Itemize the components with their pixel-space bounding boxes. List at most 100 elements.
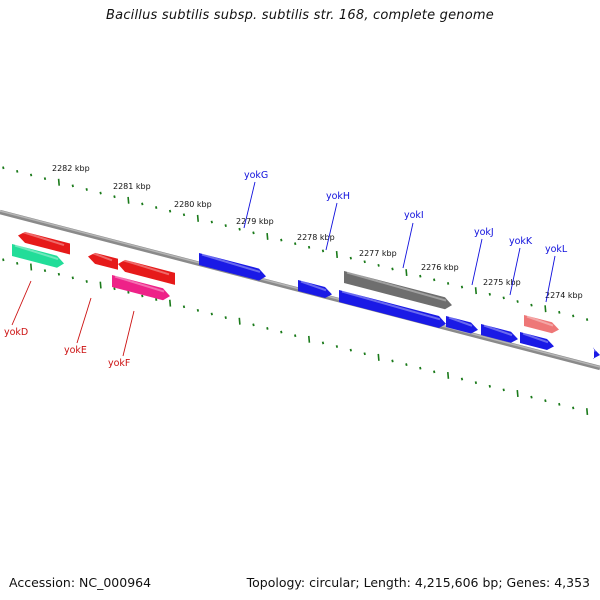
inner-minor-tick — [349, 348, 352, 352]
gene-label-yokG[interactable]: yokG — [244, 170, 268, 181]
gene-labels: yokD yokE yokF yokG yokH yokI yokJ yokK … — [4, 170, 568, 369]
inner-minor-tick — [474, 381, 478, 385]
gene-label-yokL[interactable]: yokL — [545, 244, 568, 255]
gene-green-1-body — [12, 244, 64, 268]
outer-major-tick — [544, 305, 547, 313]
gene-blue-6[interactable] — [520, 332, 554, 351]
accession-text: Accession: NC_000964 — [9, 575, 152, 590]
gene-blue-5[interactable] — [481, 324, 518, 343]
outer-minor-tick — [2, 166, 5, 170]
inner-minor-tick — [266, 327, 269, 330]
inner-minor-tick — [391, 359, 394, 363]
gene-red-2[interactable] — [88, 251, 118, 270]
outer-minor-tick — [433, 278, 436, 282]
kbp-tick-label: 2275 kbp — [483, 278, 521, 287]
outer-minor-tick — [16, 169, 19, 173]
gene-red-2-highlight — [90, 251, 113, 262]
kbp-tick-label: 2274 kbp — [545, 291, 583, 300]
outer-minor-tick — [29, 173, 33, 177]
gene-salmon-1-body — [524, 315, 559, 334]
outer-minor-tick — [99, 191, 102, 195]
outer-minor-tick — [238, 227, 241, 231]
inner-minor-tick — [405, 363, 408, 367]
gene-blue-4[interactable] — [446, 316, 478, 334]
outer-minor-tick — [363, 260, 366, 264]
kbp-tick-label: 2276 kbp — [421, 263, 459, 272]
gene-label-yokK[interactable]: yokK — [509, 236, 533, 247]
gene-gray-1-body — [344, 271, 452, 310]
inner-minor-tick — [127, 290, 130, 294]
gene-red-1-highlight — [20, 230, 65, 246]
inner-major-tick — [308, 335, 311, 343]
gene-label-yokE[interactable]: yokE — [64, 345, 87, 356]
label-leaders — [11, 181, 556, 357]
gene-green-1[interactable] — [12, 244, 64, 268]
gene-salmon-1[interactable] — [524, 315, 559, 334]
gene-red-3[interactable] — [118, 258, 175, 285]
gene-blue-7-body — [593, 347, 600, 359]
kbp-tick-label: 2280 kbp — [174, 200, 212, 209]
outer-major-tick — [266, 232, 269, 240]
outer-tick-track — [2, 166, 589, 321]
genome-summary-text: Topology: circular; Length: 4,215,606 bp… — [246, 575, 590, 590]
inner-minor-tick — [558, 402, 561, 406]
inner-minor-tick — [2, 258, 5, 262]
gene-blue-2-body — [298, 280, 332, 299]
gene-label-yokD[interactable]: yokD — [4, 327, 28, 338]
outer-minor-tick — [224, 224, 227, 228]
kbp-tick-label: 2278 kbp — [297, 233, 335, 242]
gene-blue-1-highlight — [201, 253, 261, 273]
outer-minor-tick — [71, 184, 74, 188]
gene-blue-7-highlight — [593, 348, 598, 352]
inner-major-tick — [447, 371, 450, 379]
inner-minor-tick — [224, 316, 227, 320]
outer-minor-tick — [210, 220, 213, 224]
inner-minor-tick — [85, 280, 88, 283]
outer-minor-tick — [585, 318, 589, 321]
gene-blue-4-highlight — [448, 316, 473, 327]
gene-pink-1-body — [112, 275, 170, 301]
gene-blue-2[interactable] — [298, 280, 332, 299]
gene-label-yokI[interactable]: yokI — [404, 210, 424, 221]
outer-minor-tick — [460, 285, 464, 289]
inner-minor-tick — [141, 294, 144, 298]
inner-minor-tick — [460, 377, 464, 381]
gene-red-1-body — [18, 231, 70, 255]
inner-minor-tick — [16, 261, 19, 265]
inner-minor-tick — [544, 399, 547, 403]
gene-pink-1[interactable] — [112, 275, 170, 301]
gene-blue-3[interactable] — [339, 290, 446, 328]
inner-major-tick — [516, 390, 519, 397]
inner-minor-tick — [155, 298, 158, 301]
inner-major-tick — [99, 281, 102, 289]
outer-minor-tick — [182, 213, 186, 217]
inner-minor-tick — [530, 395, 533, 399]
inner-minor-tick — [572, 406, 575, 410]
leader-line — [509, 247, 521, 296]
gene-label-yokF[interactable]: yokF — [108, 358, 130, 369]
gene-gray-1[interactable] — [344, 271, 452, 310]
inner-minor-tick — [321, 341, 325, 345]
outer-minor-tick — [558, 310, 561, 314]
inner-minor-tick — [335, 345, 339, 348]
gene-blue-7[interactable] — [593, 347, 600, 359]
inner-minor-tick — [433, 370, 436, 374]
inner-major-tick — [377, 353, 380, 361]
gene-blue-1[interactable] — [199, 253, 266, 281]
inner-major-tick — [30, 263, 33, 271]
gene-blue-5-body — [481, 324, 518, 343]
inner-major-tick — [586, 408, 589, 416]
outer-minor-tick — [530, 303, 533, 307]
gene-red-1[interactable] — [18, 230, 70, 255]
gene-label-yokH[interactable]: yokH — [326, 191, 350, 202]
inner-minor-tick — [57, 272, 61, 276]
inner-minor-tick — [252, 323, 255, 327]
outer-minor-tick — [113, 195, 116, 199]
outer-minor-tick — [43, 177, 47, 181]
outer-minor-tick — [321, 249, 325, 253]
outer-minor-tick — [349, 256, 352, 260]
outer-major-tick — [57, 178, 60, 186]
outer-minor-tick — [307, 245, 311, 249]
gene-label-yokJ[interactable]: yokJ — [474, 227, 494, 238]
inner-minor-tick — [71, 276, 74, 280]
